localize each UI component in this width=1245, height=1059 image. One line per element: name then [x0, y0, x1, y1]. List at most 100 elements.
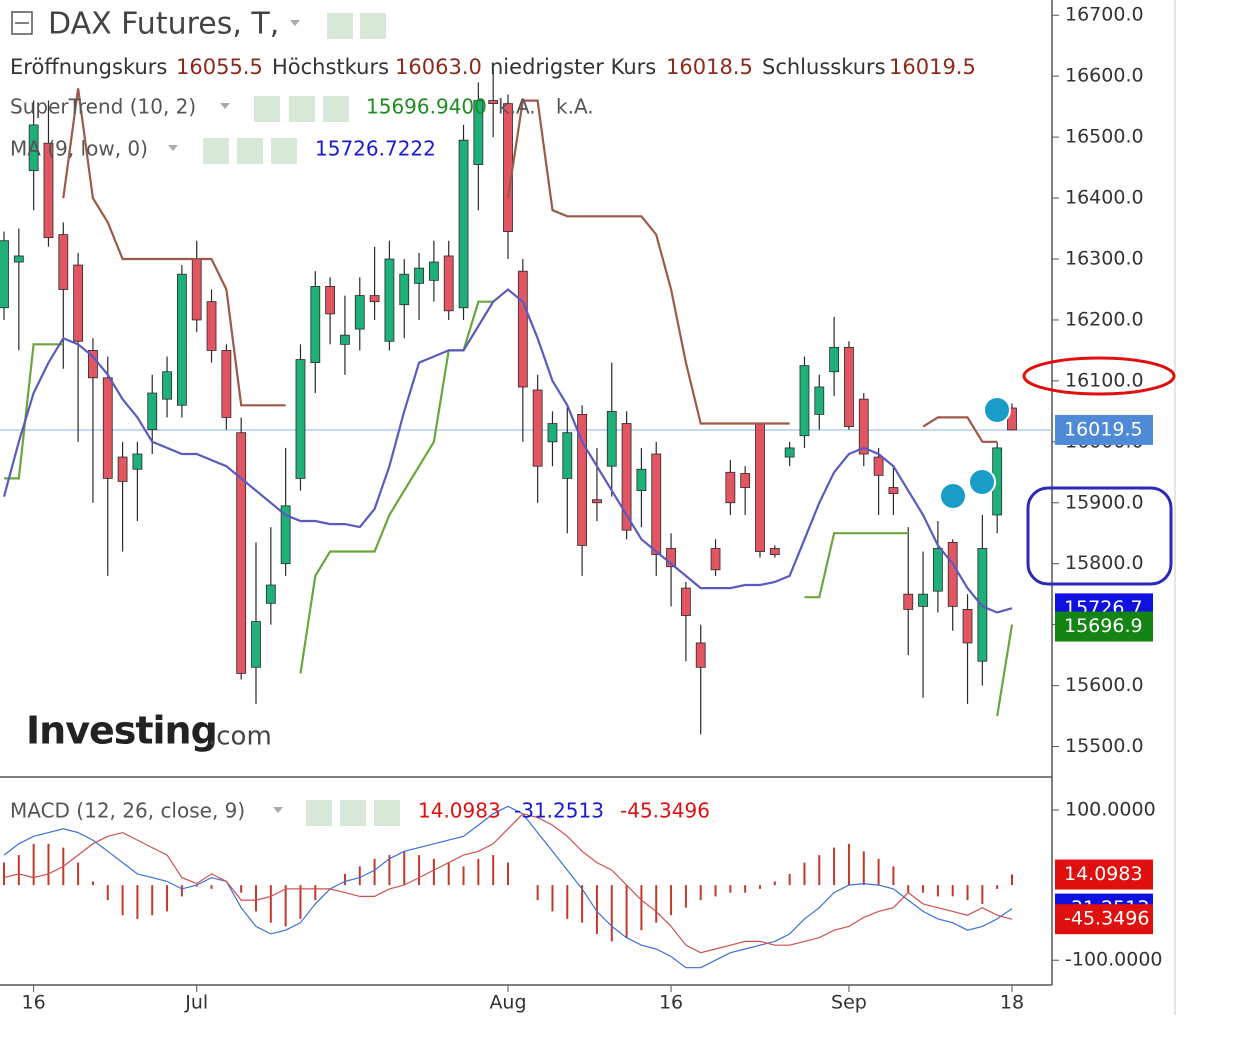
- candle-body: [236, 432, 247, 674]
- indicator-name: MA (9, low, 0): [10, 137, 148, 161]
- candle-body: [443, 255, 454, 312]
- indicator-value: 14.0983: [418, 799, 501, 823]
- icon[interactable]: [374, 800, 400, 826]
- candle-body: [532, 389, 543, 467]
- candle-body: [280, 505, 291, 565]
- dropdown[interactable]: [220, 103, 230, 109]
- candle-body: [858, 398, 869, 455]
- candle-body: [562, 432, 573, 479]
- candle-body: [651, 453, 662, 555]
- indicator-line: [2, 288, 1013, 614]
- marker[interactable]: [983, 396, 1011, 424]
- candle-body: [577, 413, 588, 546]
- y-tick-label: 16300.0: [1065, 248, 1144, 270]
- highlight: [1026, 486, 1173, 586]
- header-label: Schlusskurs: [762, 55, 886, 79]
- collapse-icon[interactable]: [11, 11, 33, 35]
- price-tag-label: 16019.5: [1064, 418, 1143, 440]
- price-tag: [1055, 414, 1153, 445]
- watermark: Investing: [26, 709, 217, 753]
- candle-body: [399, 273, 410, 306]
- price-tag: [1055, 611, 1153, 642]
- candle-body: [88, 350, 98, 379]
- plot: 16700.0 16600.0 16500.0 16400.0 16300.0 16200…: [0, 0, 1163, 1014]
- candle-body: [384, 258, 395, 342]
- macd-line: [3, 805, 1013, 969]
- candle-body: [132, 453, 143, 470]
- x-tick-label: 18: [1000, 992, 1024, 1014]
- indicator-value: k.A.: [556, 95, 594, 119]
- candle-body: [43, 142, 54, 239]
- candle-body: [503, 103, 513, 232]
- candle-body: [340, 334, 350, 345]
- icon[interactable]: [289, 96, 315, 122]
- candle-body: [932, 548, 943, 592]
- candle-body: [265, 584, 276, 604]
- icon[interactable]: [340, 800, 366, 826]
- price-tag-label: 14.0983: [1064, 863, 1143, 885]
- candle-body: [414, 267, 424, 284]
- icon[interactable]: [237, 138, 263, 164]
- indicator-line: [62, 88, 998, 443]
- marker[interactable]: [939, 482, 967, 510]
- y-tick-label: 15900.0: [1065, 491, 1144, 513]
- candle-body: [799, 365, 810, 437]
- candle-body: [0, 240, 9, 309]
- candle-body: [221, 350, 232, 418]
- candle-body: [947, 541, 958, 607]
- candle-body: [814, 386, 825, 415]
- candle-body: [369, 295, 380, 303]
- y-tick-label: 16100.0: [1065, 369, 1144, 391]
- icon[interactable]: [271, 138, 297, 164]
- candle-body: [488, 100, 499, 104]
- x-tick-label: Aug: [489, 992, 526, 1014]
- x-tick-label: Jul: [184, 992, 208, 1014]
- y-tick-label: 100.0000: [1065, 799, 1156, 821]
- y-tick-label: 16700.0: [1065, 4, 1144, 26]
- indicator-value: -45.3496: [620, 799, 710, 823]
- icon[interactable]: [254, 96, 280, 122]
- marker[interactable]: [968, 468, 996, 496]
- dropdown[interactable]: [273, 807, 283, 813]
- x-tick-label: 16: [659, 992, 683, 1014]
- indicator-value: k.A.: [498, 95, 536, 119]
- candle-body: [769, 548, 780, 555]
- candle-body: [458, 139, 469, 309]
- candle-body: [725, 471, 736, 504]
- y-tick-label: -100.0000: [1065, 949, 1163, 971]
- icon[interactable]: [360, 13, 386, 39]
- candle-body: [428, 261, 439, 281]
- indicator-value: -31.2513: [514, 799, 604, 823]
- candle-body: [844, 346, 854, 427]
- candle-body: [695, 642, 706, 668]
- indicator-value: 15726.7222: [315, 137, 436, 161]
- candle-body: [13, 255, 24, 263]
- candle-body: [755, 423, 765, 552]
- candle-body: [606, 410, 617, 467]
- candle-body: [73, 264, 84, 342]
- candle-body: [740, 473, 751, 488]
- icon[interactable]: [323, 96, 349, 122]
- candle-body: [354, 295, 365, 330]
- signal-line: [3, 813, 1013, 954]
- price-tag-label: 15696.9: [1064, 615, 1143, 637]
- icon[interactable]: [203, 138, 229, 164]
- header-label: niedrigster Kurs: [490, 55, 656, 79]
- candle-body: [310, 286, 321, 363]
- price-tag: [1055, 904, 1153, 935]
- candle-body: [58, 234, 69, 290]
- candle-body: [888, 487, 899, 495]
- highlight: [1022, 356, 1176, 396]
- candle-body: [710, 548, 721, 571]
- icon[interactable]: [306, 800, 332, 826]
- icon[interactable]: [327, 13, 353, 39]
- chart-title: DAX Futures, T,: [48, 7, 279, 42]
- y-tick-label: 16600.0: [1065, 65, 1144, 87]
- overlay: DAX Futures, T, Eröffnungskurs 16055.5 H…: [10, 7, 1176, 826]
- dropdown[interactable]: [168, 145, 178, 151]
- candle-body: [176, 273, 187, 406]
- candle-body: [206, 301, 217, 351]
- candle-body: [325, 286, 336, 315]
- candle-body: [680, 587, 691, 616]
- dropdown[interactable]: [290, 20, 300, 26]
